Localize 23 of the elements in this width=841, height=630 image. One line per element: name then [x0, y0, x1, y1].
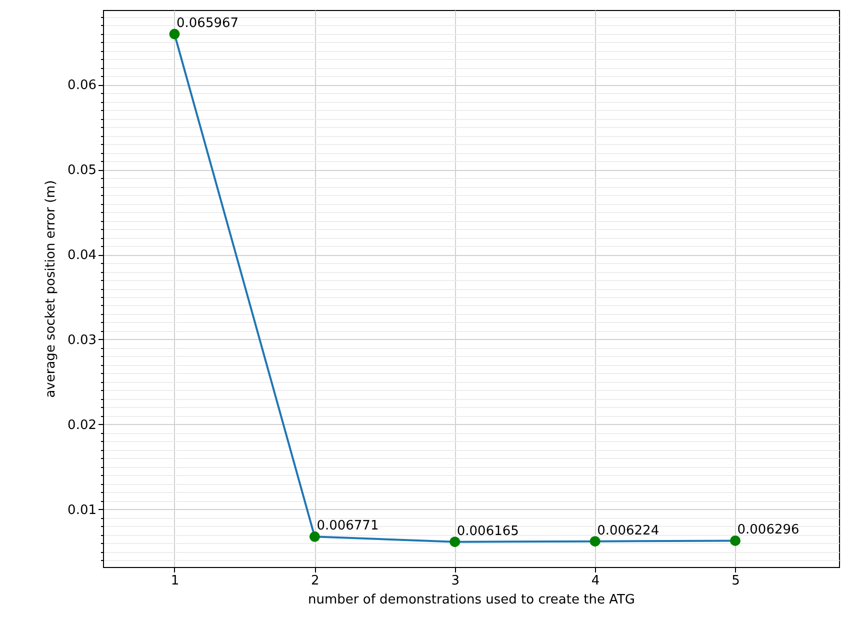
x-tick-label: 3	[451, 574, 460, 588]
x-tick-label: 1	[170, 574, 180, 588]
point	[450, 536, 460, 548]
point	[309, 531, 320, 542]
y-tick-label: 0.06	[68, 78, 96, 94]
data-label: 0.006224	[597, 523, 660, 538]
y-tick-label: 0.04	[68, 248, 96, 264]
data-label: 0.006165	[456, 524, 519, 539]
point	[730, 535, 741, 546]
data-label: 0.065967	[176, 16, 239, 32]
data-label: 0.006296	[737, 522, 800, 538]
x-tick-label: 5	[732, 574, 740, 588]
x-tick-label: 2	[311, 574, 320, 588]
y-axis-title: average socket position error (m)	[44, 180, 59, 398]
data-label: 0.006771	[316, 518, 379, 534]
y-tick-label: 0.02	[68, 418, 96, 433]
x-tick-label: 4	[591, 574, 600, 588]
x-axis-title: number of demonstrations used to create the ATG	[308, 592, 635, 608]
point	[169, 28, 180, 40]
y-tick-label: 0.01	[68, 502, 96, 518]
point	[590, 536, 600, 547]
y-tick-label: 0.05	[68, 163, 96, 178]
y-tick-label: 0.03	[68, 332, 96, 348]
